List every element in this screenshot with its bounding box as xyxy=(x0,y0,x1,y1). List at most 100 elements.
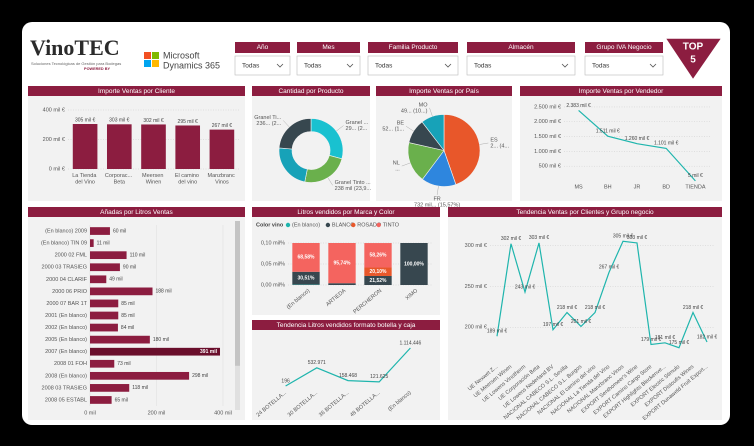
bar[interactable] xyxy=(106,124,132,169)
filter-value: Todas xyxy=(375,63,393,70)
x-tick-label: 0 mil xyxy=(84,410,96,416)
x-tick-label: BH xyxy=(604,184,612,190)
slice-value-label: 29... (2... xyxy=(346,126,368,132)
y-tick-label: 2000 07 BAR 1T xyxy=(46,301,87,307)
filter-header xyxy=(585,42,663,53)
value-label: 68,58% xyxy=(298,255,316,261)
x-tick-label: El camino del vino xyxy=(175,173,201,185)
bar[interactable] xyxy=(141,124,166,169)
bar[interactable] xyxy=(90,347,221,356)
slice-label: NL xyxy=(393,161,400,167)
value-label: 158.468 xyxy=(339,373,357,379)
bar-segment[interactable] xyxy=(328,283,356,285)
panel-header xyxy=(252,320,440,330)
top-badge[interactable] xyxy=(663,37,724,82)
bar[interactable] xyxy=(90,311,119,320)
bar[interactable] xyxy=(90,239,94,247)
bar[interactable] xyxy=(90,335,150,344)
filter-title: Grupo IVA Negocio xyxy=(596,44,652,51)
y-tick-label: 2007 (En blanco) xyxy=(45,349,87,355)
logo-square xyxy=(144,60,151,67)
y-tick-label: 2.500 mil € xyxy=(534,104,561,110)
y-tick-label: 2.000 mil € xyxy=(534,119,561,125)
value-label: 73 mil xyxy=(117,361,130,367)
bar[interactable] xyxy=(90,359,115,368)
slice-label: Granel ... xyxy=(346,120,369,126)
filter-dropdown[interactable] xyxy=(584,55,664,76)
value-label: 2.383 mil € xyxy=(566,103,591,109)
slice-value-label: ... xyxy=(395,167,400,173)
panel-header xyxy=(448,207,722,217)
value-label: 196 xyxy=(281,378,290,384)
bar[interactable] xyxy=(90,323,118,332)
panel-header xyxy=(252,86,370,96)
badge-text: TOP xyxy=(683,42,704,53)
panel-title: Importe Ventas por Cliente xyxy=(98,88,175,95)
filter-header xyxy=(235,42,290,53)
bar-segment[interactable] xyxy=(292,243,320,272)
bar-segment[interactable] xyxy=(328,243,356,284)
bar[interactable] xyxy=(90,227,110,235)
value-label: 181 mil € xyxy=(655,335,676,341)
y-tick-label: 2000 03 TRASIEG xyxy=(42,265,87,271)
x-tick-label: Manzbranc Vinos xyxy=(208,173,237,185)
value-label: 532.971 xyxy=(308,360,326,366)
value-label: 1.114.446 xyxy=(399,340,421,346)
bar[interactable] xyxy=(209,129,235,169)
value-label: 267 mil € xyxy=(212,123,233,129)
filter-header xyxy=(297,42,360,53)
bar[interactable] xyxy=(90,287,153,296)
slice-label: FR xyxy=(433,196,440,202)
value-label: 95,74% xyxy=(334,260,352,266)
panel-title: Tendencia Litros vendidos formato botell… xyxy=(277,322,416,329)
value-label: 298 mil xyxy=(192,373,208,379)
panel-title: Importe Ventas por País xyxy=(409,88,479,95)
bar-segment[interactable] xyxy=(292,271,320,285)
slice-value-label: 2... (4... xyxy=(490,143,509,149)
bar[interactable] xyxy=(90,251,127,260)
legend-title: Color vino xyxy=(256,222,284,228)
chevron xyxy=(561,63,569,68)
filter-dropdown[interactable] xyxy=(367,55,459,76)
panel xyxy=(252,320,440,420)
bar-segment[interactable] xyxy=(400,243,428,285)
bar-segment[interactable] xyxy=(364,267,392,276)
leader-line xyxy=(405,126,414,132)
bar[interactable] xyxy=(90,263,120,272)
bar-segment[interactable] xyxy=(364,275,392,285)
slice-label: BE xyxy=(397,121,405,127)
bar[interactable] xyxy=(90,371,190,380)
filter-dropdown[interactable] xyxy=(234,55,291,76)
bar[interactable] xyxy=(175,125,201,169)
bar-segment[interactable] xyxy=(364,243,392,268)
panel xyxy=(28,86,245,201)
bar[interactable] xyxy=(90,384,130,392)
x-tick-label: JR xyxy=(634,184,641,190)
value-label: 58,26% xyxy=(370,253,388,259)
slice xyxy=(421,114,445,152)
value-label: 49 mil xyxy=(109,277,122,283)
filter-dropdown[interactable] xyxy=(296,55,361,76)
bar[interactable] xyxy=(90,275,107,284)
chevron xyxy=(649,63,657,68)
value-label: 391 mil xyxy=(200,349,218,355)
panel-title: Litros vendidos por Marca y Color xyxy=(297,209,395,216)
tagline: Soluciones Tecnológicas de Gestión para … xyxy=(31,61,121,66)
chevron xyxy=(346,63,354,68)
slice-value-label: 236... (2... xyxy=(256,121,281,127)
slice-value-label: 238 mil (23,9... xyxy=(335,186,372,192)
bar[interactable] xyxy=(90,396,112,404)
line xyxy=(496,240,708,349)
y-tick-label: 0,05 mil% xyxy=(261,261,285,267)
value-label: 182 mil € xyxy=(697,334,718,340)
scroll-thumb[interactable] xyxy=(235,221,240,366)
value-label: 197 mil € xyxy=(543,322,564,328)
value-label: 11 mil xyxy=(97,240,110,246)
value-label: 5 mil € xyxy=(688,173,703,179)
value-label: 110 mil xyxy=(130,252,146,258)
filter-dropdown[interactable] xyxy=(466,55,576,76)
legend-label: TINTO xyxy=(383,222,400,228)
bar[interactable] xyxy=(90,299,119,308)
bar[interactable] xyxy=(72,124,98,169)
filter-title: Almacén xyxy=(508,44,534,51)
